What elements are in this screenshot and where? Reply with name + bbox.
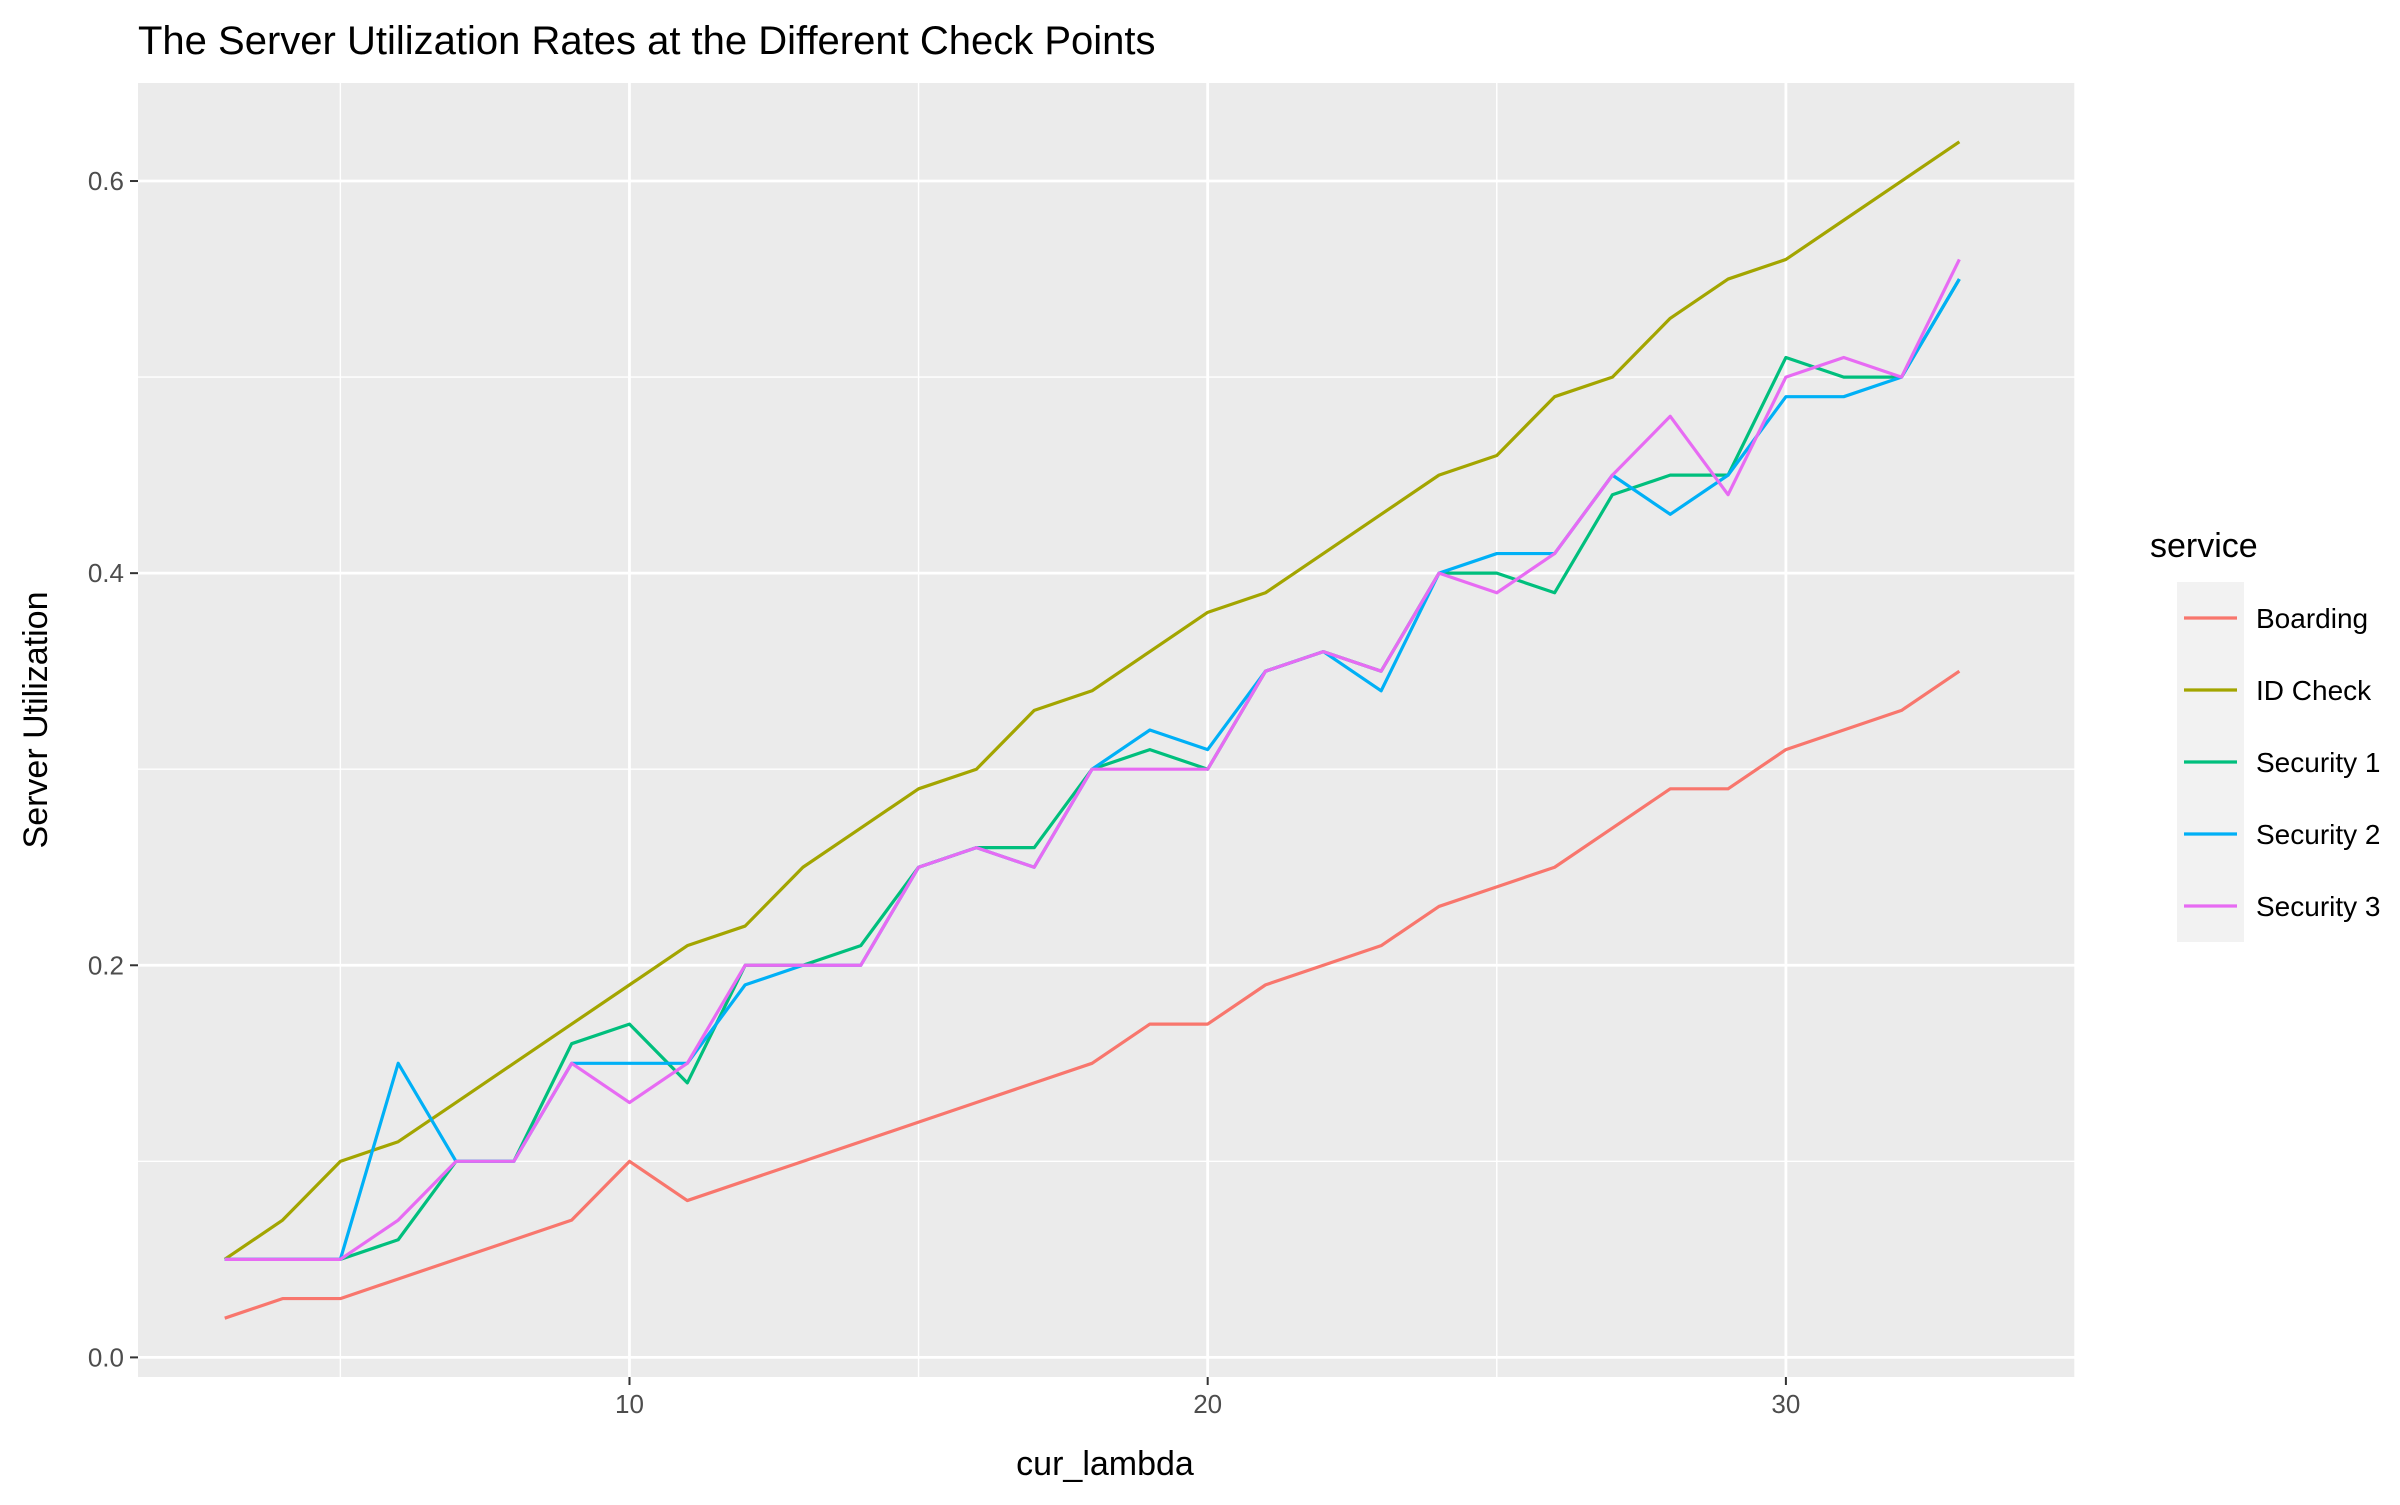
legend: service Boarding ID Check Security 1 Securi… — [2150, 527, 2381, 942]
panel-background — [138, 83, 2075, 1377]
x-tick-label: 30 — [1771, 1389, 1800, 1419]
y-tick-label: 0.0 — [88, 1342, 124, 1372]
y-tick-label: 0.4 — [88, 558, 124, 588]
plot-panel — [138, 83, 2076, 1377]
legend-label-boarding: Boarding — [2256, 603, 2368, 634]
series-lines — [223, 140, 1961, 1320]
x-tick-label: 10 — [615, 1389, 644, 1419]
legend-label-id-check: ID Check — [2256, 675, 2372, 706]
legend-label-security-3: Security 3 — [2256, 891, 2381, 922]
series-line-boarding — [224, 669, 1961, 1320]
legend-items: Boarding ID Check Security 1 Security 2 Secu… — [2177, 582, 2381, 942]
legend-title: service — [2150, 527, 2258, 565]
x-axis-title: cur_lambda — [1016, 1445, 1194, 1483]
x-tick-label: 20 — [1193, 1389, 1222, 1419]
axes: 0.0 0.2 0.4 0.6 10 20 30 — [88, 166, 1801, 1419]
series-line-id-check — [223, 140, 1961, 1261]
y-tick-label: 0.6 — [88, 166, 124, 196]
legend-label-security-1: Security 1 — [2256, 747, 2381, 778]
y-axis-title: Server Utilization — [17, 592, 55, 849]
series-line-security-3 — [224, 258, 1961, 1261]
y-tick-label: 0.2 — [88, 950, 124, 980]
chart-title: The Server Utilization Rates at the Diff… — [138, 19, 1156, 63]
legend-label-security-2: Security 2 — [2256, 819, 2381, 850]
